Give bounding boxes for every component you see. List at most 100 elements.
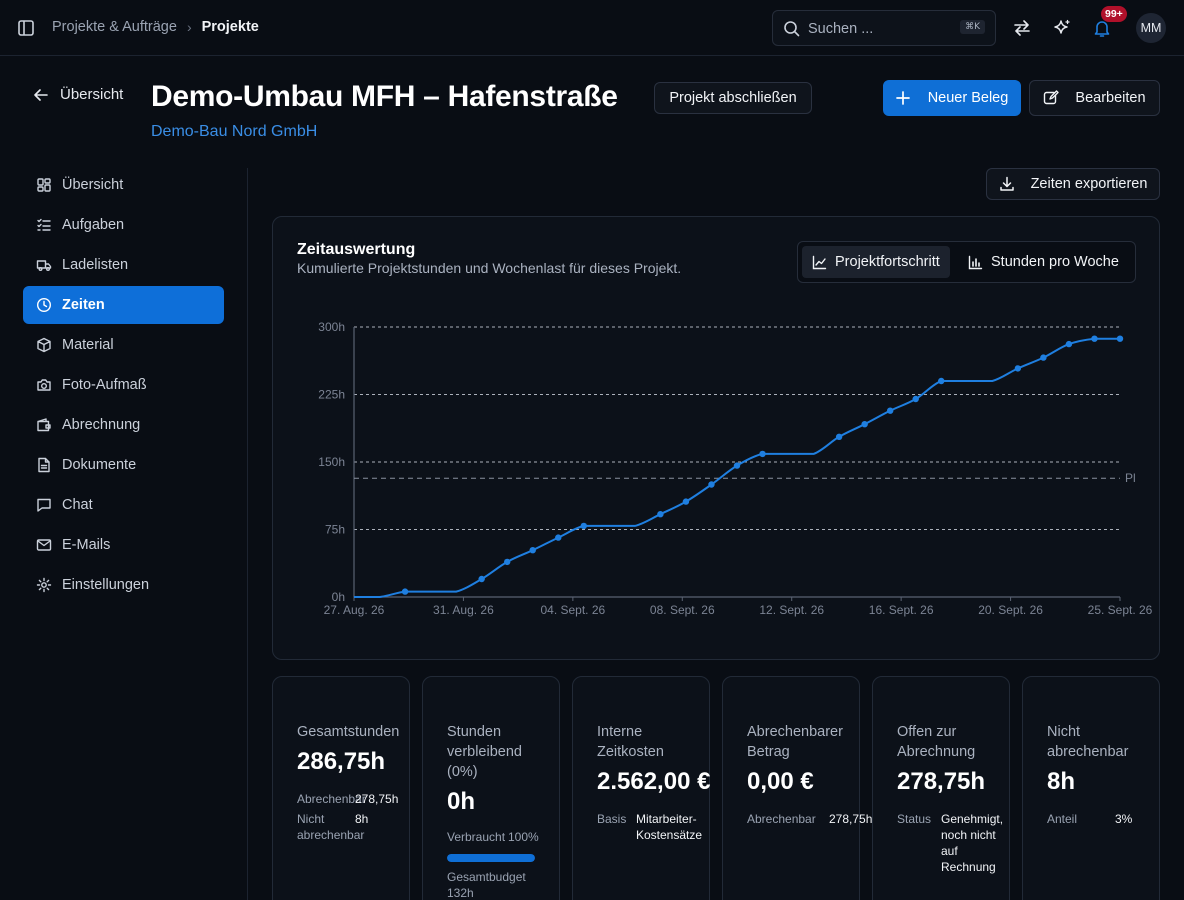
customer-link[interactable]: Demo-Bau Nord GmbH <box>151 123 318 140</box>
sidebar-item-label: Foto-Aufmaß <box>62 377 147 393</box>
sparkle-icon[interactable] <box>1052 18 1072 38</box>
time-evaluation-card: Zeitauswertung Kumulierte Projektstunden… <box>272 216 1160 660</box>
data-point <box>1091 335 1098 342</box>
close-project-label: Projekt abschließen <box>669 90 797 106</box>
sidebar-item-photo-measurement[interactable]: Foto-Aufmaß <box>23 366 224 404</box>
sidebar-item-emails[interactable]: E-Mails <box>23 526 224 564</box>
stat-label: Interne Zeitkosten <box>597 724 664 760</box>
gear-icon <box>36 577 52 593</box>
truck-icon <box>36 260 52 271</box>
sidebar-item-label: E-Mails <box>62 537 111 553</box>
chart-view-tabs: Projektfortschritt Stunden pro Woche <box>797 241 1136 283</box>
sidebar-item-label: Chat <box>62 497 93 513</box>
total-budget-label: Gesamtbudget 132h <box>447 870 526 900</box>
sidebar-item-label: Material <box>62 337 114 353</box>
dashboard-icon <box>37 178 51 192</box>
plus-icon <box>895 91 910 105</box>
data-point <box>912 395 919 403</box>
stat-value: 0h <box>447 788 476 815</box>
tab-hours-per-week[interactable]: Stunden pro Woche <box>958 246 1129 278</box>
stat-value: 2.562,00 € <box>597 768 711 795</box>
sidebar-item-chat[interactable]: Chat <box>23 486 224 524</box>
stat-detail-value: Mitarbeiter- Kostensätze <box>636 812 703 842</box>
x-tick-label: 27. Aug. 26 <box>324 603 385 617</box>
sidebar-item-label: Dokumente <box>62 457 137 473</box>
stat-detail-value: 3% <box>1115 812 1133 826</box>
arrow-left-icon <box>34 88 48 101</box>
edit-label: Bearbeiten <box>1075 90 1146 106</box>
box-icon <box>37 337 51 353</box>
data-point <box>938 377 945 385</box>
data-point <box>529 547 536 554</box>
breadcrumb-projects-orders[interactable]: Projekte & Aufträge <box>52 19 177 35</box>
mail-icon <box>36 539 52 551</box>
x-tick-label: 25. Sept. 26 <box>1088 603 1153 617</box>
stat-card-total-hours: Gesamtstunden 286,75h Abrechenbar 278,75h Ni… <box>272 676 410 900</box>
stat-label: Gesamtstunden <box>297 724 400 740</box>
sidebar-item-loading-lists[interactable]: Ladelisten <box>23 246 224 284</box>
data-point <box>887 407 894 414</box>
sidebar-item-times[interactable]: Zeiten <box>23 286 224 324</box>
sidebar-item-label: Übersicht <box>62 177 124 193</box>
stat-detail-value: 278,75h <box>829 812 873 826</box>
sidebar-item-documents[interactable]: Dokumente <box>23 446 224 484</box>
sidebar-toggle-icon[interactable] <box>16 18 36 38</box>
hours-used-progress-bar <box>447 854 535 862</box>
back-label: Übersicht <box>60 86 124 103</box>
back-link[interactable]: Übersicht <box>34 86 123 103</box>
stat-detail-key: Nicht abrechenbar <box>297 812 365 842</box>
clock-icon <box>36 297 52 313</box>
data-point <box>733 462 741 469</box>
used-value: 100% <box>508 830 539 844</box>
bar-chart-icon <box>968 255 983 269</box>
x-tick-label: 04. Sept. 26 <box>540 603 605 617</box>
sidebar-item-billing[interactable]: Abrechnung <box>23 406 224 444</box>
search-shortcut: ⌘K <box>960 20 985 34</box>
stat-value: 278,75h <box>897 768 986 795</box>
download-icon <box>999 176 1014 191</box>
progress-line-chart: 0h 75h 150h 225h 300h Pl 27. Aug. 26 31. Aug. 2… <box>318 320 1153 617</box>
edit-icon <box>1044 90 1060 105</box>
page-title: Demo-Umbau MFH – Hafenstraße <box>151 80 618 113</box>
stat-detail-key: Abrechenbar <box>747 812 816 826</box>
sidebar-item-material[interactable]: Material <box>23 326 224 364</box>
data-point <box>580 522 587 530</box>
new-document-label: Neuer Beleg <box>927 90 1009 106</box>
data-point <box>1040 354 1047 361</box>
data-point <box>478 575 485 583</box>
stat-value: 8h <box>1047 768 1076 795</box>
x-tick-label: 16. Sept. 26 <box>869 603 934 617</box>
new-document-button[interactable]: Neuer Beleg <box>883 80 1021 116</box>
stat-detail-value: 8h <box>355 812 369 826</box>
breadcrumb-current[interactable]: Projekte <box>201 19 259 35</box>
edit-button[interactable]: Bearbeiten <box>1029 80 1160 116</box>
tab-project-progress[interactable]: Projektfortschritt <box>802 246 950 278</box>
switch-arrows-icon[interactable] <box>1012 18 1032 38</box>
used-label: Verbraucht <box>447 830 506 844</box>
x-tick-label: 20. Sept. 26 <box>978 603 1043 617</box>
bell-icon[interactable] <box>1092 18 1112 38</box>
tab-project-progress-label: Projektfortschritt <box>835 254 940 270</box>
search-input[interactable]: Suchen ... ⌘K <box>772 10 996 46</box>
plan-line-label: Pl <box>1125 471 1136 485</box>
search-icon <box>784 21 800 37</box>
sidebar-item-tasks[interactable]: Aufgaben <box>23 206 224 244</box>
x-tick-label: 31. Aug. 26 <box>433 603 494 617</box>
stat-detail-value: Genehmigt, noch nicht auf Rechnung <box>941 812 1004 874</box>
wallet-icon <box>37 418 51 432</box>
sidebar-item-settings[interactable]: Einstellungen <box>23 566 224 604</box>
stat-detail-value: 278,75h <box>355 792 399 806</box>
close-project-button[interactable]: Projekt abschließen <box>654 82 812 114</box>
data-point <box>657 511 664 518</box>
sidebar-item-label: Zeiten <box>62 297 105 313</box>
data-point <box>861 421 868 428</box>
stat-card-billable-amount: Abrechenbarer Betrag 0,00 € Abrechenbar 278… <box>722 676 872 900</box>
y-tick-label: 225h <box>318 388 345 402</box>
stat-detail-key: Status <box>897 812 932 826</box>
sidebar-item-overview[interactable]: Übersicht <box>23 166 224 204</box>
user-avatar[interactable]: MM <box>1136 13 1166 43</box>
x-tick-label: 12. Sept. 26 <box>759 603 824 617</box>
line-chart-icon <box>812 255 827 269</box>
notification-badge: 99+ <box>1101 6 1127 22</box>
export-times-button[interactable]: Zeiten exportieren <box>986 168 1160 200</box>
